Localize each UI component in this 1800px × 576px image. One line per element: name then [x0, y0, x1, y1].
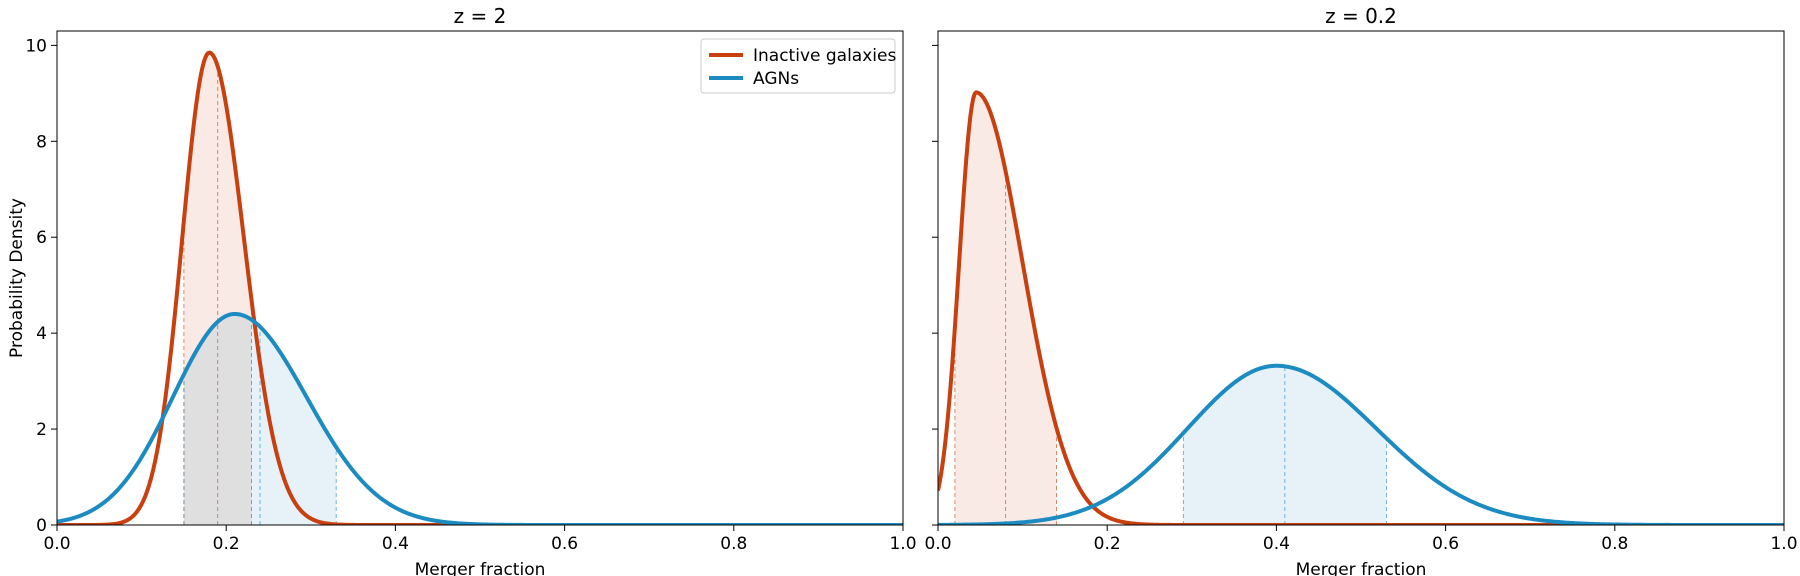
legend: Inactive galaxies AGNs: [700, 38, 896, 94]
series-curve-0: [57, 50, 903, 525]
legend-box: [700, 38, 896, 94]
x-axis-label: Merger fraction: [1296, 560, 1427, 576]
panel-z2: 0.0 0.2 0.4 0.6 0.8 1.0 0 2 4 6 8 10 z = 2 Merger fra…: [7, 4, 917, 576]
series-curve-1: [57, 311, 903, 525]
plot-area: [938, 90, 1784, 525]
x-tick-label: 0.0: [43, 534, 70, 554]
x-tick-label: 1.0: [1770, 534, 1797, 554]
x-tick-label: 0.0: [924, 534, 951, 554]
y-tick-label: 10: [25, 36, 47, 56]
axes-frame: [56, 30, 904, 526]
panel-title: z = 0.2: [1325, 4, 1397, 28]
y-axis-label: Probability Density: [7, 198, 27, 358]
panel-z02: 0.0 0.2 0.4 0.6 0.8 1.0 z = 0.2 Merger fraction: [924, 4, 1797, 576]
x-tick-label: 0.8: [1601, 534, 1628, 554]
x-axis-label: Merger fraction: [415, 560, 546, 576]
x-tick-label: 0.8: [720, 534, 747, 554]
x-tick-label: 0.6: [551, 534, 578, 554]
series-curve-0: [938, 90, 1784, 525]
panel-title: z = 2: [454, 4, 507, 28]
y-tick-label: 8: [36, 132, 47, 152]
axes-frame: [937, 30, 1785, 526]
y-tick-label: 4: [36, 324, 47, 344]
x-tick-label: 0.2: [213, 534, 240, 554]
y-tick-label: 2: [36, 420, 47, 440]
legend-label-0: Inactive galaxies: [753, 46, 896, 66]
x-tick-label: 0.4: [382, 534, 409, 554]
y-tick-label: 0: [36, 516, 47, 536]
x-tick-label: 0.2: [1094, 534, 1121, 554]
x-tick-label: 0.6: [1432, 534, 1459, 554]
x-tick-label: 1.0: [889, 534, 916, 554]
plot-area: [57, 50, 903, 525]
legend-label-1: AGNs: [753, 69, 799, 89]
x-tick-label: 0.4: [1263, 534, 1290, 554]
credible-region-0: [954, 92, 1057, 525]
y-tick-label: 6: [36, 228, 47, 248]
